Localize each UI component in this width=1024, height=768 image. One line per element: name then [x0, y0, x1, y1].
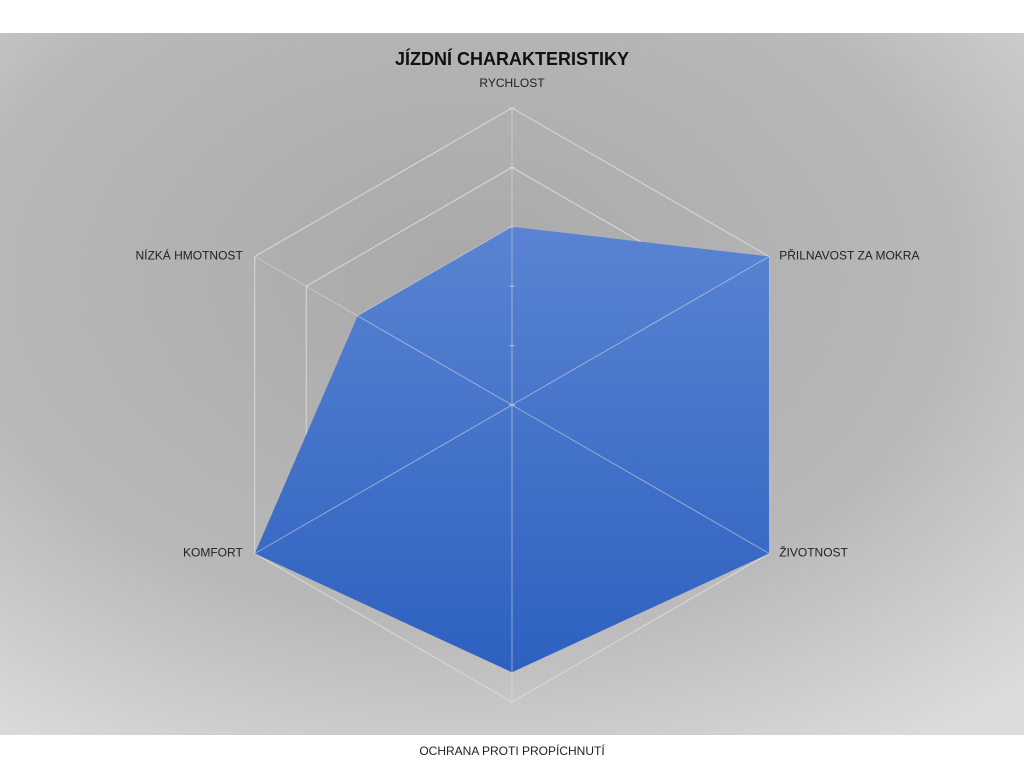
spoke	[254, 404, 513, 554]
category-label: NÍZKÁ HMOTNOST	[135, 248, 243, 263]
category-label: OCHRANA PROTI PROPÍCHNUTÍ	[419, 743, 605, 758]
category-label: KOMFORT	[183, 546, 243, 560]
spoke	[254, 256, 513, 406]
spoke	[511, 404, 770, 554]
category-label: RYCHLOST	[479, 76, 545, 90]
category-label: PŘILNAVOST ZA MOKRA	[779, 248, 919, 263]
category-label: ŽIVOTNOST	[779, 545, 848, 560]
chart-title: JÍZDNÍ CHARAKTERISTIKY	[395, 48, 629, 69]
spoke	[511, 256, 770, 406]
